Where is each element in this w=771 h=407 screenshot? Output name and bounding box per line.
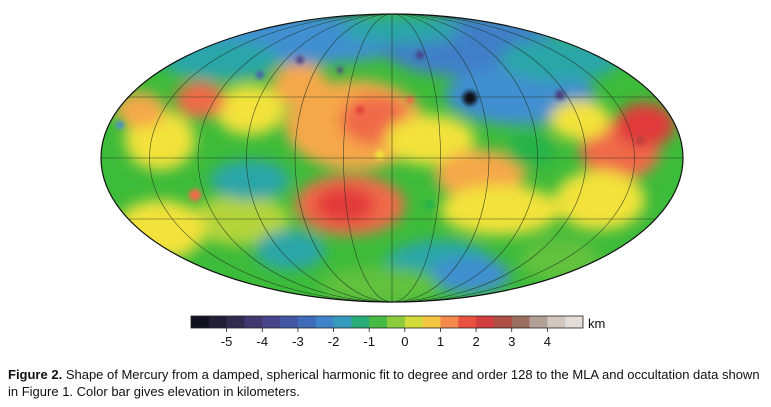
colorbar-cell [297, 316, 317, 328]
colorbar-tick-label: -4 [256, 334, 269, 349]
colorbar-cell [511, 316, 530, 328]
colorbar-cell [262, 316, 281, 328]
colorbar-cell [315, 316, 334, 328]
colorbar-tick-label: -2 [327, 334, 340, 349]
colorbar-tick-label: 2 [472, 334, 480, 349]
colorbar-tick-label: 0 [401, 334, 409, 349]
caption-text: Shape of Mercury from a damped, spherica… [8, 367, 760, 399]
colorbar-cell [387, 316, 406, 328]
graticule [101, 14, 683, 302]
colorbar-cell [565, 316, 584, 328]
colorbar-tick-label: -5 [220, 334, 233, 349]
colorbar-cell [529, 316, 548, 328]
elevation-field [101, 14, 683, 302]
colorbar-cell [280, 316, 299, 328]
colorbar-unit: km [588, 316, 606, 331]
colorbar-cell [476, 316, 495, 328]
colorbar-cell [404, 316, 423, 328]
colorbar-cell [369, 316, 388, 328]
colorbar-cells [191, 316, 584, 328]
colorbar-ticks [226, 328, 548, 332]
colorbar-cell [226, 316, 245, 328]
colorbar-tick-label: -3 [292, 334, 304, 349]
colorbar-cell [547, 316, 566, 328]
colorbar-cell [422, 316, 441, 328]
colorbar-tick-label: -1 [363, 334, 375, 349]
colorbar-tick-label: 1 [436, 334, 445, 349]
colorbar [190, 315, 584, 332]
colorbar-cell [351, 316, 370, 328]
colorbar-cell [493, 316, 513, 328]
colorbar-cell [208, 316, 227, 328]
colorbar-cell [458, 316, 477, 328]
colorbar-tick-label: 4 [543, 334, 551, 349]
colorbar-cell [333, 316, 352, 328]
colorbar-cell [244, 316, 263, 328]
colorbar-tick-label: 3 [508, 334, 516, 349]
caption-label: Figure 2. [8, 367, 63, 382]
map-outline [100, 13, 684, 303]
colorbar-cell [440, 316, 459, 328]
figure-caption: Figure 2. Shape of Mercury from a damped… [8, 366, 768, 400]
colorbar-cell [191, 316, 210, 328]
